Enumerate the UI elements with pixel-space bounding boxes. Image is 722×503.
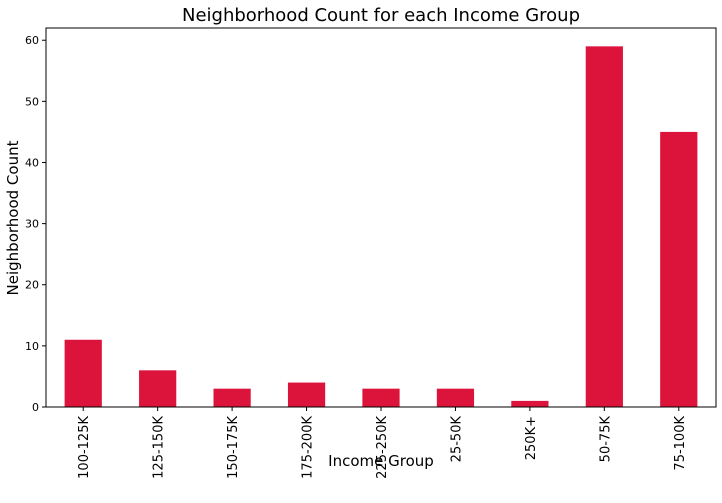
bars	[64, 46, 698, 407]
y-tick-label: 30	[25, 218, 39, 231]
y-tick-label: 50	[25, 95, 39, 108]
bar-75-100K	[660, 131, 698, 407]
y-tick-label: 0	[32, 401, 39, 414]
y-tick-label: 20	[25, 279, 39, 292]
bar-150-175K	[213, 388, 251, 407]
x-tick-label: 125-150K	[152, 416, 167, 479]
x-tick-label: 25-50K	[449, 416, 464, 463]
y-tick-label: 60	[25, 34, 39, 47]
bar-175-200K	[287, 382, 326, 407]
x-tick-label: 100-125K	[77, 416, 92, 479]
bar-100-125K	[64, 339, 102, 407]
bar-125-150K	[139, 370, 177, 407]
x-tick-label: 175-200K	[301, 416, 316, 479]
y-tick-label: 10	[25, 340, 39, 353]
x-axis-ticks: 100-125K 125-150K 150-175K 175-200K 225-250K…	[77, 407, 688, 479]
y-axis-label: Neighborhood Count	[4, 140, 22, 295]
x-axis-label: Income Group	[328, 452, 434, 470]
bar-25-50K	[436, 388, 475, 407]
chart-title: Neighborhood Count for each Income Group	[182, 5, 580, 26]
x-tick-label: 250K+	[524, 416, 539, 460]
x-tick-label: 50-75K	[598, 416, 613, 463]
plot-frame	[45, 27, 717, 408]
x-tick-label: 225-250K	[375, 416, 390, 479]
y-axis-ticks: 0 10 20 30 40 50 60	[25, 34, 46, 414]
x-tick-label: 75-100K	[673, 416, 688, 471]
bar-225-250K	[362, 388, 400, 407]
y-tick-label: 40	[25, 156, 39, 169]
x-tick-label: 150-175K	[226, 416, 241, 479]
bar-250K+	[511, 400, 549, 407]
bar-50-75K	[585, 46, 623, 407]
